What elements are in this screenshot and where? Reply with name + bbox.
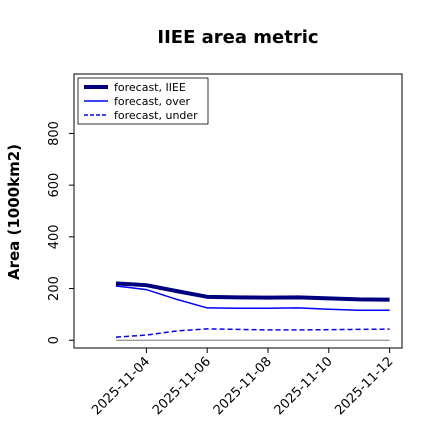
plot-area (73, 73, 403, 349)
chart-title: IIEE area metric (157, 27, 318, 48)
series-line-1 (115, 285, 390, 312)
y-tick-label: 600 (47, 173, 62, 198)
series-lines (115, 281, 390, 341)
x-tick-label: 2025-11-06 (150, 354, 214, 418)
y-tick-label: 0 (47, 336, 62, 344)
y-axis-label: Area (1000km2) (5, 144, 23, 280)
legend-label: forecast, IIEE (114, 81, 186, 94)
x-tick-label: 2025-11-04 (89, 354, 153, 418)
legend-label: forecast, over (114, 95, 190, 108)
x-tick-label: 2025-11-10 (272, 354, 336, 418)
y-tick-label: 800 (47, 121, 62, 146)
series-line-0 (115, 281, 390, 302)
y-axis: 0 200 400 600 800 (47, 121, 74, 344)
x-tick-label: 2025-11-12 (332, 354, 396, 418)
legend-label: forecast, under (114, 109, 198, 122)
y-tick-label: 400 (47, 224, 62, 249)
y-tick-label: 200 (47, 276, 62, 301)
x-axis: 2025-11-042025-11-062025-11-082025-11-10… (89, 348, 396, 418)
series-line-2 (115, 328, 390, 338)
x-tick-label: 2025-11-08 (211, 354, 275, 418)
